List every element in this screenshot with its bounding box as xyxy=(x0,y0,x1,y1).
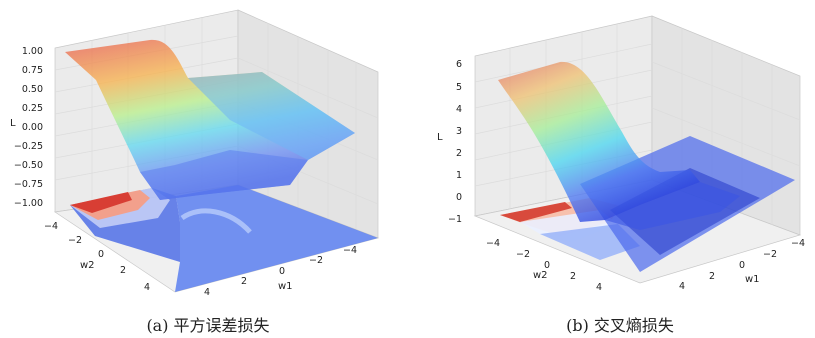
w2-tick-labels: −4 −2 0 2 4 xyxy=(486,238,602,293)
z-tick: 2 xyxy=(456,148,462,159)
z-tick: 0 xyxy=(456,192,462,203)
w2-tick: −2 xyxy=(68,235,82,246)
w2-tick: −2 xyxy=(516,249,530,260)
z-tick: 1.00 xyxy=(22,46,43,57)
w1-tick: 0 xyxy=(739,260,745,271)
w2-tick: 4 xyxy=(596,282,602,293)
z-tick: 6 xyxy=(456,59,462,70)
w1-tick: 0 xyxy=(279,266,285,277)
w1-tick: −4 xyxy=(791,238,805,249)
w1-axis-label: w1 xyxy=(745,274,760,285)
w1-tick: 4 xyxy=(679,281,685,292)
z-tick-labels: 1.00 0.75 0.50 0.25 0.00 −0.25 −0.50 −0.… xyxy=(14,46,43,209)
w2-axis-label: w2 xyxy=(80,260,95,271)
z-tick: 4 xyxy=(456,104,462,115)
w1-tick: 2 xyxy=(709,271,715,282)
z-axis-label: L xyxy=(10,118,16,129)
w2-tick: −4 xyxy=(486,238,500,249)
w2-tick: 0 xyxy=(98,249,104,260)
z-tick-labels: 6 5 4 3 2 1 0 −1 xyxy=(448,59,462,225)
z-tick: −0.25 xyxy=(14,141,43,152)
z-tick: −1 xyxy=(448,214,462,225)
z-tick: 0.25 xyxy=(22,103,43,114)
w1-tick-labels: 4 2 0 −2 −4 xyxy=(204,245,357,298)
plot-b: 6 5 4 3 2 1 0 −1 L −4 −2 0 2 4 w2 4 2 0 … xyxy=(437,15,805,335)
z-tick: −1.00 xyxy=(14,198,43,209)
z-tick: −0.50 xyxy=(14,160,43,171)
w2-tick: 4 xyxy=(144,282,150,293)
loss-surface xyxy=(498,61,795,272)
z-tick: 0.50 xyxy=(22,84,43,95)
caption-b: (b) 交叉熵损失 xyxy=(566,316,674,335)
z-tick: 0.00 xyxy=(22,122,43,133)
z-axis-label: L xyxy=(437,132,443,143)
w1-tick: 4 xyxy=(204,287,210,298)
w1-tick: 2 xyxy=(241,276,247,287)
w1-tick: −4 xyxy=(343,245,357,256)
w2-axis-label: w2 xyxy=(533,270,548,281)
z-tick: 3 xyxy=(456,126,462,137)
w1-tick: −2 xyxy=(309,255,323,266)
w2-tick: 0 xyxy=(544,260,550,271)
caption-a: (a) 平方误差损失 xyxy=(146,316,269,335)
z-tick: −0.75 xyxy=(14,179,43,190)
z-tick: 0.75 xyxy=(22,65,43,76)
z-tick: 5 xyxy=(456,82,462,93)
w1-axis-label: w1 xyxy=(278,281,293,292)
w2-tick-labels: −4 −2 0 2 4 xyxy=(44,221,150,293)
grid-right xyxy=(651,28,801,225)
loss-surface xyxy=(65,39,355,201)
w2-tick: −4 xyxy=(44,221,58,232)
z-tick: 1 xyxy=(456,170,462,181)
w1-tick-labels: 4 2 0 −2 −4 xyxy=(679,238,805,292)
contour-projection xyxy=(70,185,378,292)
w1-tick: −2 xyxy=(763,249,777,260)
w2-tick: 2 xyxy=(570,271,576,282)
plot-a: 1.00 0.75 0.50 0.25 0.00 −0.25 −0.50 −0.… xyxy=(10,9,380,335)
w2-tick: 2 xyxy=(120,265,126,276)
